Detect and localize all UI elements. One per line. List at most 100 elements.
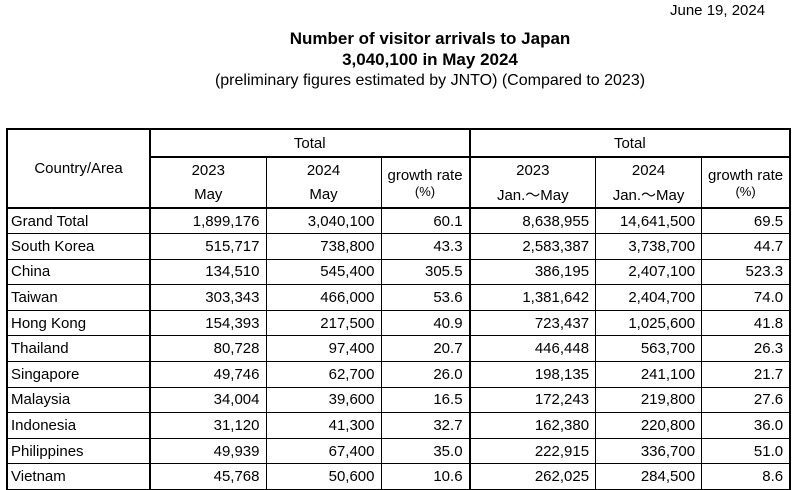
- cum-2024-cell: 220,800: [595, 412, 703, 439]
- may-2023-cell: 49,746: [149, 361, 267, 388]
- may-growth-cell: 60.1: [380, 207, 471, 235]
- country-cell: Thailand: [6, 335, 151, 363]
- may-2024-cell: 545,400: [265, 258, 382, 286]
- cum-growth-cell: 41.8: [701, 309, 792, 337]
- table-row: China 134,510 545,400 305.5 386,195 2,407,100…: [6, 258, 792, 286]
- month-2024-year-header: 2024: [265, 156, 382, 182]
- cum-2023-cell: 386,195: [469, 258, 597, 286]
- may-growth-cell: 32.7: [380, 412, 471, 439]
- table-row: South Korea 515,717 738,800 43.3 2,583,387 3,…: [6, 233, 792, 260]
- table-row: Malaysia 34,004 39,600 16.5 172,243 219,800 27…: [6, 386, 792, 414]
- cum-2024-year-header: 2024: [595, 156, 703, 182]
- title-line-1: Number of visitor arrivals to Japan: [289, 29, 571, 48]
- may-2023-cell: 154,393: [149, 309, 267, 337]
- cum-growth-cell: 69.5: [701, 207, 792, 235]
- cum-growth-cell: 26.3: [701, 335, 792, 363]
- may-2023-cell: 515,717: [149, 233, 267, 260]
- cum-growth-cell: 21.7: [701, 361, 792, 388]
- month-2023-year-header: 2023: [149, 156, 267, 182]
- month-total-header: Total: [149, 128, 471, 158]
- cum-2024-cell: 1,025,600: [595, 309, 703, 337]
- cum-2023-cell: 723,437: [469, 309, 597, 337]
- may-growth-cell: 305.5: [380, 258, 471, 286]
- title-line-3: (preliminary figures estimated by JNTO) …: [214, 72, 646, 89]
- table-row: Vietnam 45,768 50,600 10.6 262,025 284,500 8.6: [6, 463, 792, 490]
- cum-2024-cell: 14,641,500: [595, 207, 703, 235]
- cum-2024-cell: 2,407,100: [595, 258, 703, 286]
- cum-growth-cell: 36.0: [701, 412, 792, 439]
- cum-2023-cell: 262,025: [469, 463, 597, 490]
- cum-growth-cell: 27.6: [701, 386, 792, 414]
- table-row: Hong Kong 154,393 217,500 40.9 723,437 1,025,…: [6, 309, 792, 337]
- may-2024-cell: 67,400: [265, 437, 382, 465]
- may-2023-cell: 1,899,176: [149, 207, 267, 235]
- month-2024-period-header: May: [265, 182, 382, 209]
- cum-growth-cell: 8.6: [701, 463, 792, 490]
- cum-2023-cell: 222,915: [469, 437, 597, 465]
- country-cell: Grand Total: [6, 207, 151, 235]
- may-2024-cell: 738,800: [265, 233, 382, 260]
- country-cell: China: [6, 258, 151, 286]
- month-2023-period-header: May: [149, 182, 267, 209]
- cum-2023-cell: 1,381,642: [469, 284, 597, 311]
- cum-growth-cell: 74.0: [701, 284, 792, 311]
- may-2024-cell: 50,600: [265, 463, 382, 490]
- may-2024-cell: 3,040,100: [265, 207, 382, 235]
- may-growth-cell: 26.0: [380, 361, 471, 388]
- country-cell: Singapore: [6, 361, 151, 388]
- country-cell: Indonesia: [6, 412, 151, 439]
- may-2024-cell: 466,000: [265, 284, 382, 311]
- may-growth-cell: 53.6: [380, 284, 471, 311]
- may-2023-cell: 31,120: [149, 412, 267, 439]
- country-cell: Vietnam: [6, 463, 151, 490]
- country-cell: Malaysia: [6, 386, 151, 414]
- cum-2023-cell: 8,638,955: [469, 207, 597, 235]
- table-row: Singapore 49,746 62,700 26.0 198,135 241,100 2…: [6, 361, 792, 388]
- table-row: Taiwan 303,343 466,000 53.6 1,381,642 2,404,7…: [6, 284, 792, 311]
- may-2024-cell: 62,700: [265, 361, 382, 388]
- may-2024-cell: 217,500: [265, 309, 382, 337]
- cum-2024-cell: 284,500: [595, 463, 703, 490]
- may-2023-cell: 45,768: [149, 463, 267, 490]
- cum-2024-cell: 336,700: [595, 437, 703, 465]
- may-growth-cell: 35.0: [380, 437, 471, 465]
- may-growth-cell: 10.6: [380, 463, 471, 490]
- cum-growth-cell: 523.3: [701, 258, 792, 286]
- may-2023-cell: 49,939: [149, 437, 267, 465]
- table-body: Grand Total 1,899,176 3,040,100 60.1 8,638,9…: [6, 207, 792, 490]
- visitor-arrivals-table: Country/Area Total Total 2023 2024 growt…: [6, 128, 792, 490]
- title-line-2: 3,040,100 in May 2024: [342, 50, 518, 69]
- report-date: June 19, 2024: [670, 2, 766, 19]
- cum-2023-cell: 172,243: [469, 386, 597, 414]
- cum-2024-period-header: Jan.～May: [595, 182, 703, 209]
- cum-2023-cell: 446,448: [469, 335, 597, 363]
- may-growth-cell: 20.7: [380, 335, 471, 363]
- cum-2023-cell: 162,380: [469, 412, 597, 439]
- cum-2024-cell: 563,700: [595, 335, 703, 363]
- cum-2023-cell: 198,135: [469, 361, 597, 388]
- table-row: Grand Total 1,899,176 3,040,100 60.1 8,638,9…: [6, 207, 792, 235]
- cum-growth-cell: 51.0: [701, 437, 792, 465]
- country-cell: Taiwan: [6, 284, 151, 311]
- may-growth-cell: 16.5: [380, 386, 471, 414]
- may-2024-cell: 39,600: [265, 386, 382, 414]
- cum-2024-cell: 2,404,700: [595, 284, 703, 311]
- country-cell: Philippines: [6, 437, 151, 465]
- table-row: Thailand 80,728 97,400 20.7 446,448 563,700 26…: [6, 335, 792, 363]
- country-cell: South Korea: [6, 233, 151, 260]
- cum-2024-cell: 3,738,700: [595, 233, 703, 260]
- cum-2023-cell: 2,583,387: [469, 233, 597, 260]
- country-cell: Hong Kong: [6, 309, 151, 337]
- cum-growth-header: growth rate (%): [701, 156, 792, 209]
- cum-2024-cell: 219,800: [595, 386, 703, 414]
- may-2023-cell: 34,004: [149, 386, 267, 414]
- cum-growth-cell: 44.7: [701, 233, 792, 260]
- cum-2023-period-header: Jan.～May: [468, 182, 597, 209]
- may-2023-cell: 80,728: [149, 335, 267, 363]
- cum-2024-cell: 241,100: [595, 361, 703, 388]
- cumulative-total-header: Total: [468, 128, 792, 158]
- month-growth-header: growth rate (%): [380, 156, 471, 209]
- country-area-header: Country/Area: [6, 128, 151, 209]
- may-2023-cell: 303,343: [149, 284, 267, 311]
- may-2023-cell: 134,510: [149, 258, 267, 286]
